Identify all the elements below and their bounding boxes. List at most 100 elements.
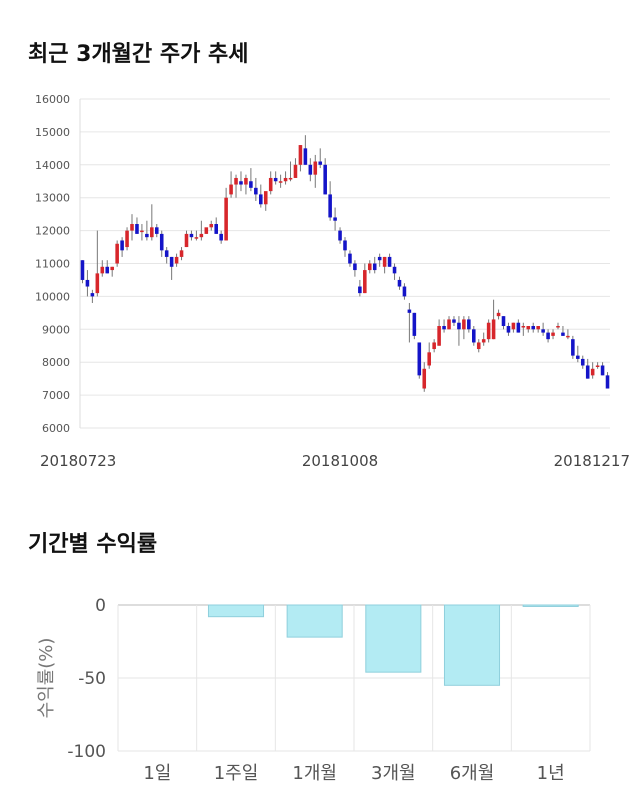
candle-body bbox=[590, 368, 595, 376]
candle-body bbox=[343, 240, 347, 251]
candle-body bbox=[209, 224, 214, 228]
candle-body bbox=[234, 177, 238, 185]
y-tick-label: 9000 bbox=[42, 323, 70, 336]
candle-body bbox=[169, 256, 174, 267]
y-tick-label: 13000 bbox=[35, 192, 70, 205]
candle-body bbox=[472, 329, 476, 343]
candle-body bbox=[437, 326, 441, 346]
candle-body bbox=[600, 365, 605, 376]
candle-body bbox=[407, 309, 412, 313]
candle-body bbox=[110, 266, 114, 271]
candle-body bbox=[259, 194, 263, 205]
candle-body bbox=[417, 342, 422, 376]
candle-body bbox=[150, 227, 154, 238]
candle-body bbox=[442, 326, 446, 330]
candle-body bbox=[85, 279, 90, 287]
candle-body bbox=[462, 319, 466, 330]
candle-body bbox=[219, 233, 223, 241]
candle-body bbox=[244, 177, 248, 185]
y-tick-label: -100 bbox=[67, 742, 106, 762]
candle-body bbox=[298, 145, 303, 165]
candle-body bbox=[338, 230, 342, 241]
x-tick-label: 20181217 bbox=[554, 452, 630, 470]
candle-body bbox=[239, 181, 243, 185]
y-tick-label: 14000 bbox=[35, 159, 70, 172]
return-bar bbox=[443, 604, 501, 686]
return-bar bbox=[207, 604, 265, 618]
candle-body bbox=[447, 319, 451, 330]
candle-body bbox=[358, 286, 362, 294]
candle-body bbox=[561, 332, 565, 336]
y-tick-label: 10000 bbox=[35, 290, 70, 303]
candle-body bbox=[511, 322, 516, 330]
candle-body bbox=[585, 365, 590, 379]
candle-body bbox=[273, 177, 278, 182]
candle-body bbox=[90, 293, 95, 297]
candle-body bbox=[546, 332, 550, 340]
candle-body bbox=[95, 273, 100, 294]
candle-body bbox=[268, 177, 273, 192]
candle-body bbox=[174, 256, 179, 264]
x-tick-label: 1년 bbox=[537, 763, 565, 784]
candle-body bbox=[293, 164, 298, 178]
candle-body bbox=[140, 230, 144, 233]
candle-body bbox=[491, 319, 496, 340]
x-tick-label: 6개월 bbox=[450, 763, 495, 784]
x-tick-label: 3개월 bbox=[371, 763, 416, 784]
candle-body bbox=[576, 355, 580, 359]
candle-body bbox=[120, 240, 124, 251]
return-bar bbox=[522, 604, 579, 607]
candle-body bbox=[154, 227, 159, 234]
candle-body bbox=[159, 233, 164, 251]
candle-body bbox=[130, 224, 134, 231]
candle-body bbox=[328, 194, 332, 218]
candle-body bbox=[382, 256, 387, 267]
candle-body bbox=[372, 263, 377, 271]
candle-body bbox=[551, 332, 555, 336]
candle-body bbox=[100, 266, 105, 274]
candle-body bbox=[204, 227, 209, 234]
candle-body bbox=[348, 253, 352, 264]
price-candlestick-chart: 16000 15000 14000 13000 12000 11000 10000 9000 8… bbox=[35, 93, 630, 470]
y-tick-label: 11000 bbox=[35, 258, 70, 271]
candle-body bbox=[179, 250, 184, 257]
candle-body bbox=[323, 164, 327, 195]
candle-body bbox=[194, 237, 199, 239]
y-tick-label: 0 bbox=[95, 596, 106, 616]
candle-body bbox=[80, 260, 85, 280]
price-trend-title: 최근 3개월간 주가 추세 bbox=[28, 42, 249, 67]
candle-body bbox=[288, 177, 293, 180]
candle-body bbox=[605, 375, 610, 389]
candle-body bbox=[303, 148, 308, 165]
x-tick-label: 1주일 bbox=[214, 763, 259, 784]
candle-body bbox=[566, 335, 570, 338]
candle-body bbox=[516, 322, 521, 333]
y-tick-label: 7000 bbox=[42, 389, 70, 402]
candle-body bbox=[501, 316, 506, 327]
candle-body bbox=[318, 161, 323, 165]
return-bar bbox=[365, 604, 422, 673]
candle-body bbox=[521, 326, 526, 328]
candle-body bbox=[541, 329, 545, 333]
candle-body bbox=[387, 256, 392, 267]
y-axis-label: 수익률(%) bbox=[36, 638, 57, 719]
candle-body bbox=[164, 250, 169, 257]
x-tick-label: 1일 bbox=[143, 763, 171, 784]
candle-body bbox=[249, 181, 253, 188]
candle-body bbox=[263, 191, 268, 205]
candle-body bbox=[432, 342, 436, 350]
candle-body bbox=[402, 286, 407, 297]
x-tick-label: 20180723 bbox=[40, 452, 116, 470]
candle-body bbox=[189, 233, 194, 238]
y-tick-label: 8000 bbox=[42, 356, 70, 369]
y-tick-label: 12000 bbox=[35, 225, 70, 238]
candle-body bbox=[283, 177, 288, 182]
candle-body bbox=[135, 224, 139, 234]
candle-body bbox=[531, 326, 536, 330]
y-tick-label: -50 bbox=[78, 669, 106, 689]
candle-body bbox=[367, 263, 372, 271]
candle-body bbox=[199, 233, 204, 238]
candle-body bbox=[556, 326, 560, 328]
candle-body bbox=[353, 263, 357, 271]
candle-body bbox=[254, 187, 258, 195]
